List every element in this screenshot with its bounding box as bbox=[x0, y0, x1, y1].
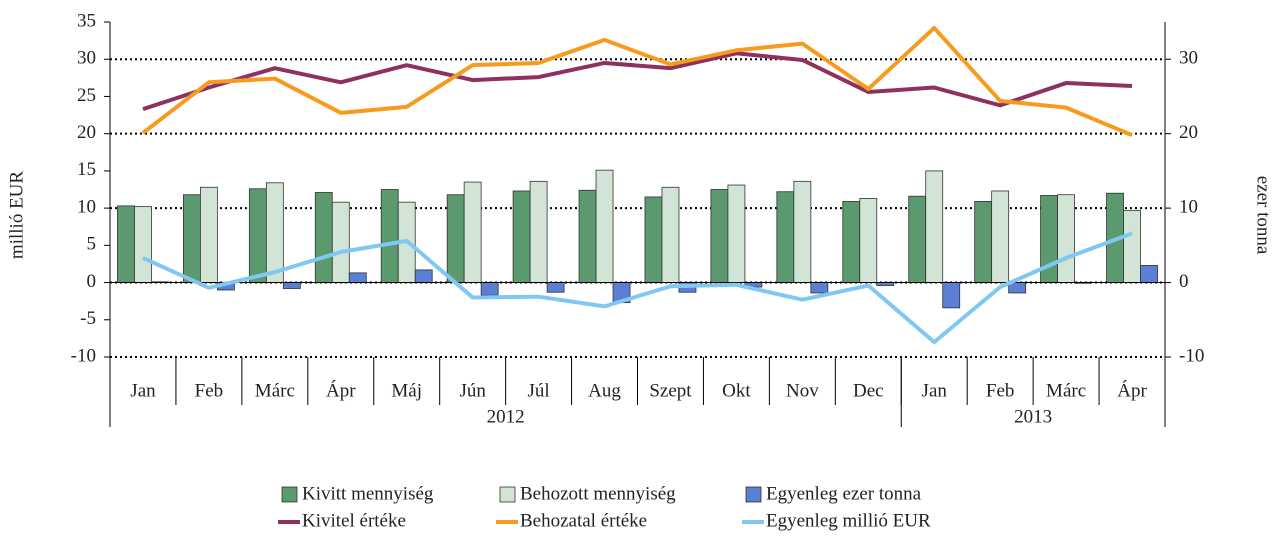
bar bbox=[200, 186, 218, 283]
x-tick-label: Máj bbox=[391, 380, 422, 401]
bar bbox=[183, 194, 201, 283]
bar bbox=[925, 170, 944, 283]
bar bbox=[578, 189, 597, 283]
legend-label: Behozott mennyiség bbox=[520, 483, 676, 504]
y2-tick-label: 10 bbox=[1179, 196, 1198, 217]
y-tick-label: 35 bbox=[77, 10, 96, 31]
x-tick-label: Jún bbox=[459, 380, 486, 401]
y-tick-label: 15 bbox=[77, 159, 96, 180]
bar bbox=[710, 189, 729, 283]
x-tick-label: Ápr bbox=[1117, 379, 1147, 401]
bar bbox=[414, 269, 433, 283]
bar bbox=[282, 282, 301, 289]
bar bbox=[446, 194, 465, 283]
x-tick-label: Szept bbox=[649, 380, 692, 401]
bar bbox=[1140, 265, 1158, 283]
x-tick-label: Feb bbox=[195, 380, 224, 401]
y-axis-label: millió EUR bbox=[6, 171, 27, 259]
bar bbox=[810, 282, 829, 294]
y2-tick-label: 30 bbox=[1179, 48, 1198, 69]
line bbox=[141, 25, 1133, 138]
group-label: 2012 bbox=[487, 406, 525, 427]
bar bbox=[793, 180, 812, 283]
x-tick-label: Nov bbox=[786, 380, 819, 401]
bar bbox=[942, 282, 961, 309]
bar bbox=[248, 188, 267, 283]
y-tick-label: -10 bbox=[71, 345, 96, 366]
bar bbox=[661, 186, 680, 283]
legend-label: Kivitt mennyiség bbox=[302, 483, 434, 504]
legend-label: Egyenleg ezer tonna bbox=[766, 483, 922, 504]
bar bbox=[117, 205, 135, 283]
y-tick-label: 0 bbox=[87, 271, 97, 292]
x-tick-label: Dec bbox=[853, 380, 884, 401]
bar bbox=[314, 192, 333, 283]
legend-swatch bbox=[281, 486, 298, 503]
bar bbox=[529, 180, 548, 283]
x-tick-label: Jan bbox=[922, 380, 948, 401]
y-tick-label: 20 bbox=[77, 122, 96, 143]
y-tick-label: 30 bbox=[77, 48, 96, 69]
bar bbox=[908, 195, 927, 283]
y-tick-label: -5 bbox=[80, 308, 96, 329]
legend-swatch bbox=[499, 486, 516, 503]
bar bbox=[331, 201, 350, 283]
bar bbox=[1057, 194, 1075, 283]
line bbox=[142, 51, 1133, 112]
legend-label: Kivitel értéke bbox=[302, 510, 406, 531]
legend-label: Egyenleg millió EUR bbox=[766, 510, 931, 531]
y-tick-label: 25 bbox=[77, 85, 96, 106]
y2-tick-label: 20 bbox=[1179, 122, 1198, 143]
x-tick-label: Márc bbox=[1046, 380, 1086, 401]
bar bbox=[974, 201, 993, 283]
bar bbox=[463, 181, 482, 283]
y2-tick-label: -10 bbox=[1179, 345, 1204, 366]
group-label: 2013 bbox=[1014, 406, 1052, 427]
bar bbox=[644, 196, 663, 283]
bar bbox=[546, 282, 565, 293]
x-tick-label: Júl bbox=[528, 380, 550, 401]
x-tick-label: Okt bbox=[722, 380, 751, 401]
bar bbox=[842, 201, 861, 283]
y2-tick-label: 0 bbox=[1179, 271, 1189, 292]
bar bbox=[595, 169, 614, 283]
y-tick-label: 10 bbox=[77, 196, 96, 217]
bar bbox=[859, 198, 878, 283]
bar bbox=[348, 272, 367, 283]
bar bbox=[1123, 209, 1141, 283]
x-tick-label: Jan bbox=[130, 380, 156, 401]
legend-swatch bbox=[745, 486, 762, 503]
bar bbox=[380, 189, 399, 283]
bar bbox=[776, 191, 795, 283]
bar bbox=[512, 190, 531, 283]
bar bbox=[480, 282, 499, 296]
line bbox=[142, 231, 1133, 345]
bar bbox=[265, 182, 284, 283]
x-tick-label: Márc bbox=[255, 380, 295, 401]
y2-axis-label: ezer tonna bbox=[1253, 176, 1274, 255]
legend-label: Behozatal értéke bbox=[520, 510, 647, 531]
bar bbox=[134, 206, 152, 283]
bar bbox=[727, 184, 746, 283]
x-tick-label: Ápr bbox=[326, 379, 356, 401]
bar bbox=[991, 190, 1010, 283]
y-tick-label: 5 bbox=[87, 234, 97, 255]
x-tick-label: Feb bbox=[986, 380, 1015, 401]
x-tick-label: Aug bbox=[588, 380, 621, 401]
